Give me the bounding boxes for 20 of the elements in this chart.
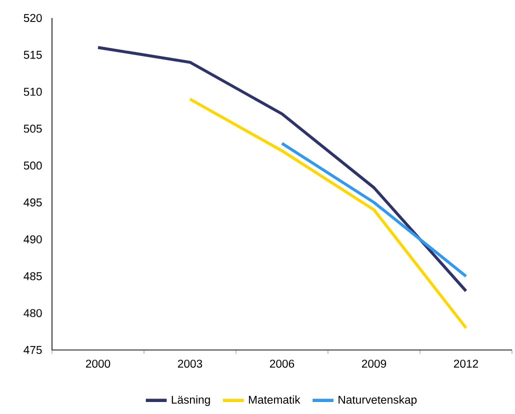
x-tick-label: 2003 bbox=[178, 360, 202, 368]
x-tick-label: 2006 bbox=[270, 360, 294, 368]
y-tick-label: 505 bbox=[24, 124, 42, 133]
y-tick-label: 515 bbox=[24, 50, 42, 59]
legend-label: Naturvetenskap bbox=[338, 395, 417, 406]
x-tick-label: 2000 bbox=[86, 360, 110, 368]
x-tick-label: 2012 bbox=[454, 360, 478, 368]
line-series bbox=[188, 98, 468, 330]
y-tick-label: 495 bbox=[24, 198, 42, 206]
y-tick-label: 480 bbox=[24, 309, 42, 318]
legend-label: Läsning bbox=[172, 395, 210, 406]
line-series bbox=[96, 46, 468, 292]
x-tick-label: 2009 bbox=[362, 360, 386, 368]
y-tick-label: 500 bbox=[24, 162, 42, 170]
y-tick-label: 510 bbox=[24, 88, 42, 96]
legend-label: Matematik bbox=[248, 395, 300, 404]
y-tick-label: 520 bbox=[24, 14, 42, 22]
y-tick-label: 485 bbox=[24, 272, 42, 280]
y-tick-label: 490 bbox=[24, 235, 42, 244]
y-tick-label: 475 bbox=[24, 346, 42, 354]
